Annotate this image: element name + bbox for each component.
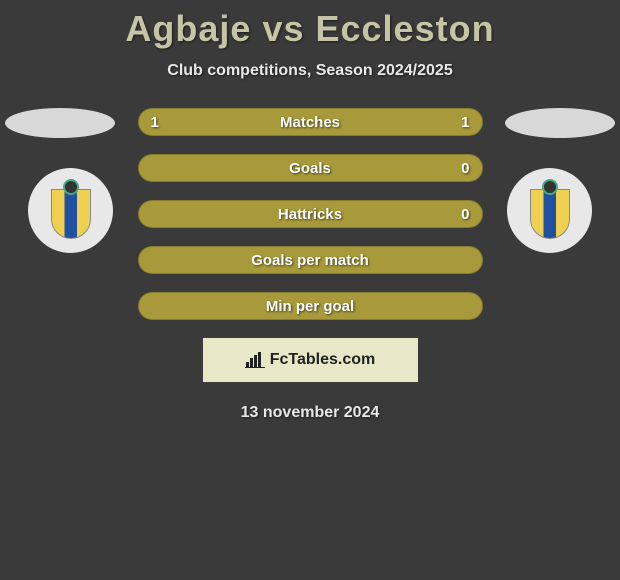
stat-label: Goals <box>289 160 331 177</box>
stat-label: Min per goal <box>266 298 354 315</box>
stat-right-value: 0 <box>461 206 469 223</box>
stat-bar-min-per-goal: Min per goal <box>138 292 483 320</box>
stat-label: Hattricks <box>278 206 342 223</box>
club-badge-right <box>507 168 592 253</box>
bar-chart-icon <box>245 352 265 368</box>
page-subtitle: Club competitions, Season 2024/2025 <box>0 62 620 80</box>
page-title: Agbaje vs Eccleston <box>0 0 620 50</box>
stat-right-value: 1 <box>461 114 469 131</box>
brand-label: FcTables.com <box>270 351 376 369</box>
stat-bars: 1 Matches 1 Goals 0 Hattricks 0 Goals pe… <box>138 108 483 320</box>
stat-bar-matches: 1 Matches 1 <box>138 108 483 136</box>
crest-icon <box>525 181 575 241</box>
club-badge-left <box>28 168 113 253</box>
crest-icon <box>46 181 96 241</box>
stat-bar-goals-per-match: Goals per match <box>138 246 483 274</box>
stat-bar-hattricks: Hattricks 0 <box>138 200 483 228</box>
stat-bar-goals: Goals 0 <box>138 154 483 182</box>
date-label: 13 november 2024 <box>0 404 620 422</box>
player-left-oval <box>5 108 115 138</box>
stat-label: Matches <box>280 114 340 131</box>
content-area: 1 Matches 1 Goals 0 Hattricks 0 Goals pe… <box>0 108 620 422</box>
brand-box[interactable]: FcTables.com <box>203 338 418 382</box>
stat-right-value: 0 <box>461 160 469 177</box>
stat-label: Goals per match <box>251 252 369 269</box>
player-right-oval <box>505 108 615 138</box>
stat-left-value: 1 <box>151 114 159 131</box>
